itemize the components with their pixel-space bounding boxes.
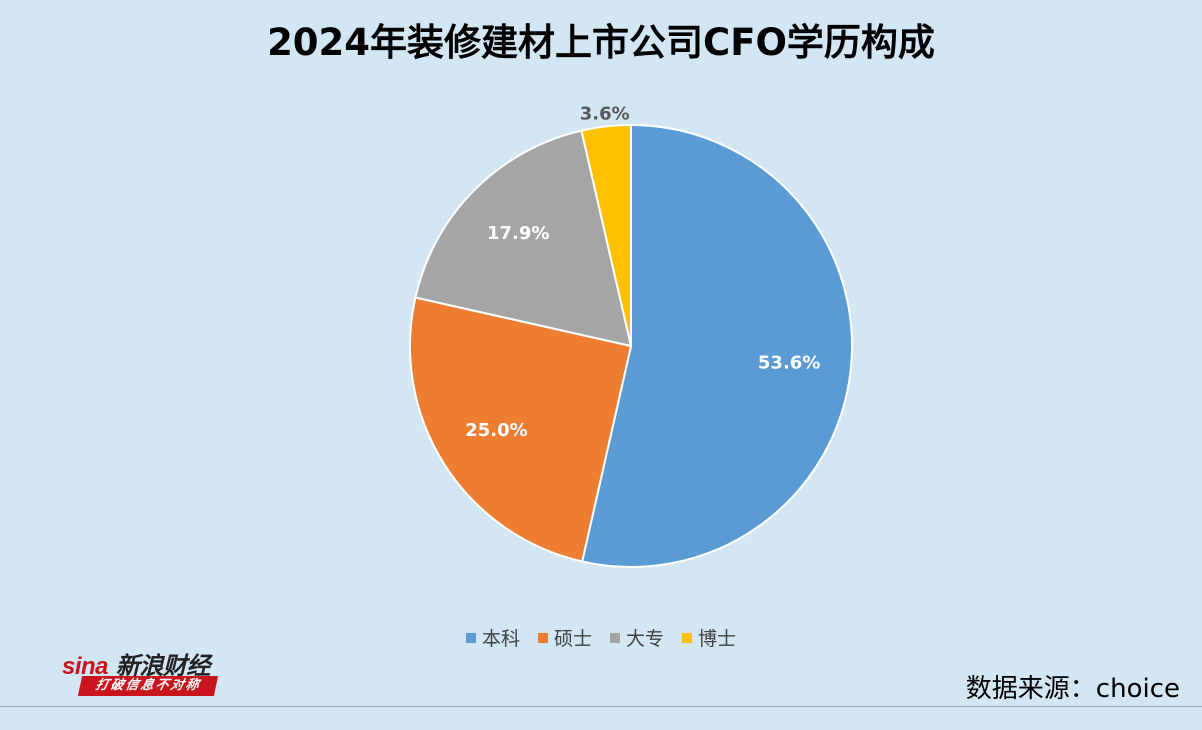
legend-label: 本科 — [481, 628, 520, 650]
pie-slice-master — [409, 296, 633, 563]
legend-item-college: 大专 — [610, 624, 664, 651]
logo-cn: 新浪财经 — [115, 652, 211, 680]
pie-slice-doctor — [580, 123, 632, 347]
legend-label: 博士 — [698, 628, 737, 650]
legend-swatch — [610, 632, 620, 643]
pie-slice-college — [414, 129, 633, 348]
pie-slice-bachelor — [580, 123, 853, 568]
divider — [0, 706, 1202, 707]
legend-item-bachelor: 本科 — [465, 624, 520, 651]
data-label-bachelor: 53.6% — [758, 353, 820, 374]
logo-sina: sina — [62, 653, 109, 680]
legend-label: 大专 — [626, 628, 665, 650]
chart-title: 2024年装修建材上市公司CFO学历构成 — [267, 21, 935, 64]
legend-label: 硕士 — [553, 628, 592, 650]
logo-slogan: 打破信息不对称 — [77, 676, 219, 696]
legend-item-doctor: 博士 — [682, 624, 736, 651]
data-label-master: 25.0% — [465, 420, 527, 441]
legend-swatch — [682, 632, 693, 643]
sina-finance-logo: sina 新浪财经 打破信息不对称 — [62, 646, 232, 698]
legend-item-master: 硕士 — [537, 624, 592, 651]
logo-wordmark: sina 新浪财经 — [62, 646, 210, 681]
data-label-doctor: 3.6% — [580, 103, 630, 124]
data-label-college: 17.9% — [487, 223, 549, 244]
legend: 本科 硕士 大专 博士 — [0, 624, 1202, 651]
data-source: 数据来源：choice — [965, 674, 1180, 704]
legend-swatch — [537, 632, 548, 643]
legend-swatch — [465, 632, 476, 643]
